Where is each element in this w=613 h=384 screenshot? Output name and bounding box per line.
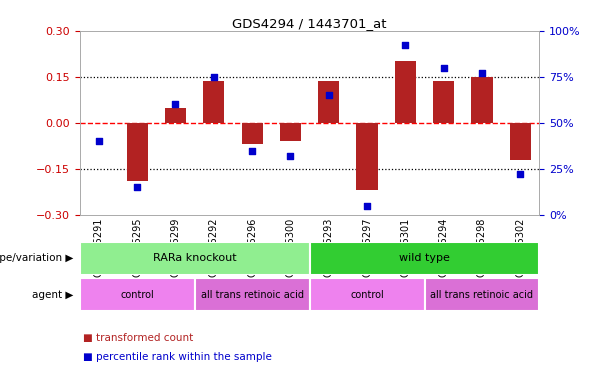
Point [132,184,142,190]
Text: agent ▶: agent ▶ [32,290,74,300]
Bar [280,123,301,141]
Bar [357,123,378,190]
Point [477,70,487,76]
Title: GDS4294 / 1443701_at: GDS4294 / 1443701_at [232,17,387,30]
Point [94,138,104,144]
Bar [195,278,310,311]
Text: ■ transformed count: ■ transformed count [83,333,193,343]
Text: all trans retinoic acid: all trans retinoic acid [200,290,303,300]
Bar [424,278,539,311]
Point [362,203,372,209]
Point [516,171,525,177]
Bar [395,61,416,123]
Bar [127,123,148,181]
Point [439,65,449,71]
Point [247,147,257,154]
Bar [310,242,539,275]
Text: ■ percentile rank within the sample: ■ percentile rank within the sample [83,352,272,362]
Bar [165,108,186,123]
Text: control: control [350,290,384,300]
Bar [80,278,195,311]
Bar [204,81,224,123]
Point [170,101,180,108]
Text: genotype/variation ▶: genotype/variation ▶ [0,253,74,263]
Bar [433,81,454,123]
Point [209,74,219,80]
Point [324,92,333,98]
Point [286,153,295,159]
Text: all trans retinoic acid: all trans retinoic acid [430,290,533,300]
Text: wild type: wild type [399,253,450,263]
Text: RARa knockout: RARa knockout [153,253,237,263]
Bar [510,123,531,160]
Bar [242,123,262,144]
Bar [471,77,492,123]
Bar [80,242,310,275]
Bar [318,81,339,123]
Text: control: control [120,290,154,300]
Bar [310,278,424,311]
Point [400,42,410,48]
